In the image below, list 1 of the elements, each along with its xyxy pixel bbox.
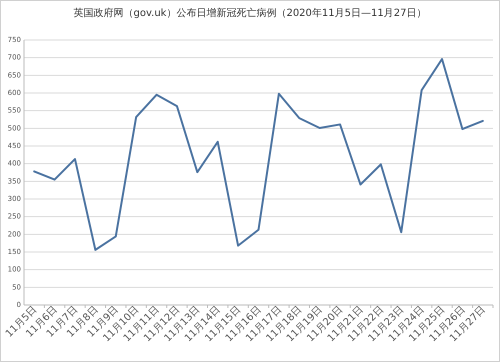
chart-title: 英国政府网（gov.uk）公布日增新冠死亡病例（2020年11月5日—11月27日）: [74, 7, 426, 19]
